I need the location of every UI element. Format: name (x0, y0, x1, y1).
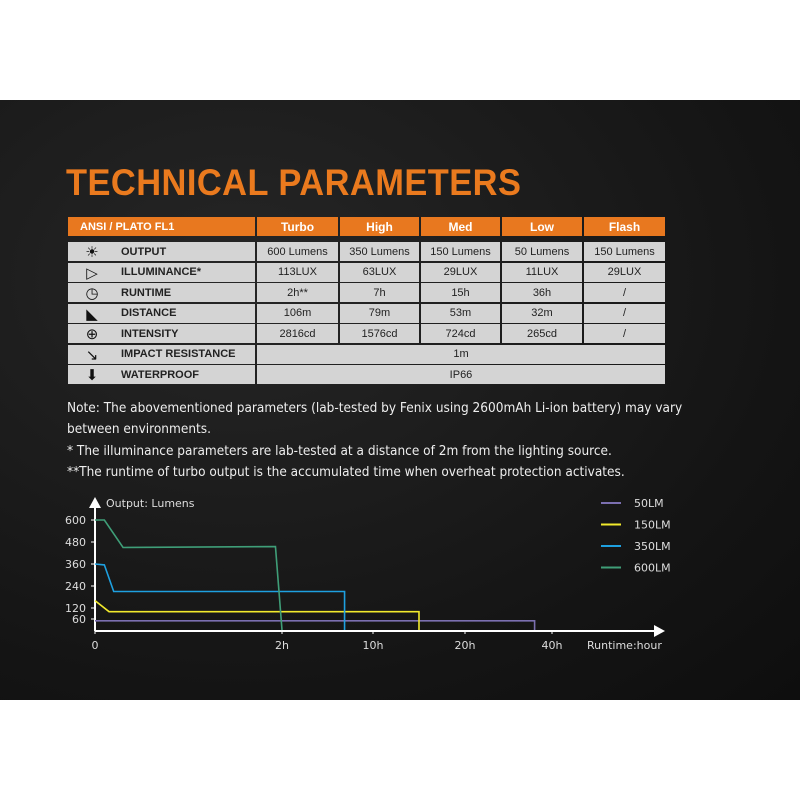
table-cell: IP66 (257, 365, 665, 384)
column-header: Med (421, 217, 500, 236)
table-cell: 2816cd (257, 324, 338, 343)
series-line-350LM (94, 563, 346, 630)
row-label: IMPACT RESISTANCE (68, 344, 255, 364)
background-panel (0, 100, 800, 700)
y-axis-label: Output: Lumens (106, 497, 195, 510)
table-cell: 1576cd (340, 324, 419, 343)
legend-label: 350LM (634, 540, 671, 553)
table-cell: 79m (340, 303, 419, 323)
table-cell: 32m (502, 303, 582, 323)
table-cell: 724cd (421, 324, 500, 343)
x-axis-label: Runtime:hour (587, 639, 662, 652)
column-header: Flash (584, 217, 665, 236)
row-label: OUTPUT (68, 242, 255, 261)
table-cell: 106m (257, 303, 338, 323)
x-tick-label: 0 (92, 639, 99, 652)
x-tick-label: 2h (275, 639, 289, 652)
row-label: WATERPROOF (68, 365, 255, 384)
table-header-label: ANSI / PLATO FL1 (68, 217, 255, 236)
table-cell: 150 Lumens (584, 242, 665, 261)
table-cell: 1m (257, 344, 665, 364)
row-label: DISTANCE (68, 303, 255, 323)
table-cell: 350 Lumens (340, 242, 419, 261)
impact-icon: ↘ (85, 346, 99, 364)
table-cell: 150 Lumens (421, 242, 500, 261)
y-tick-label: 600 (65, 514, 86, 527)
legend-label: 600LM (634, 562, 671, 575)
y-tick-label: 120 (65, 602, 86, 615)
table-cell: 29LUX (584, 262, 665, 282)
table-cell: 36h (502, 283, 582, 302)
y-tick-label: 480 (65, 536, 86, 549)
legend-label: 50LM (634, 497, 664, 510)
column-header: Low (502, 217, 582, 236)
series-line-150LM (94, 600, 420, 630)
table-cell: / (584, 283, 665, 302)
note-line: between environments. (67, 421, 211, 437)
x-axis-arrow (654, 625, 665, 637)
beam-distance-icon: ◣ (86, 305, 98, 323)
clock-icon: ◷ (85, 285, 99, 302)
table-cell: / (584, 324, 665, 343)
light-burst-icon: ☀ (85, 244, 99, 261)
y-tick-label: 60 (72, 613, 86, 626)
column-header: High (340, 217, 419, 236)
table-cell: / (584, 303, 665, 323)
table-cell: 2h** (257, 283, 338, 302)
x-tick-label: 10h (363, 639, 384, 652)
table-cell: 113LUX (257, 262, 338, 282)
column-header: Turbo (257, 217, 338, 236)
row-label: RUNTIME (68, 283, 255, 302)
note-line: **The runtime of turbo output is the acc… (67, 464, 625, 480)
legend-label: 150LM (634, 519, 671, 532)
x-tick-label: 40h (542, 639, 563, 652)
page-title: TECHNICAL PARAMETERS (66, 162, 522, 203)
row-label: INTENSITY (68, 324, 255, 343)
table-cell: 265cd (502, 324, 582, 343)
table-cell: 50 Lumens (502, 242, 582, 261)
row-label: ILLUMINANCE* (68, 262, 255, 282)
table-cell: 15h (421, 283, 500, 302)
waterproof-icon: ⬇ (85, 367, 99, 384)
y-tick-label: 360 (65, 558, 86, 571)
table-cell: 600 Lumens (257, 242, 338, 261)
x-tick-label: 20h (455, 639, 476, 652)
target-intensity-icon: ⊕ (85, 326, 99, 343)
note-line: Note: The abovementioned parameters (lab… (67, 400, 683, 416)
table-cell: 7h (340, 283, 419, 302)
y-tick-label: 240 (65, 580, 86, 593)
note-line: * The illuminance parameters are lab-tes… (67, 443, 612, 459)
table-cell: 63LUX (340, 262, 419, 282)
table-cell: 29LUX (421, 262, 500, 282)
illuminance-icon: ▷ (86, 264, 98, 282)
table-cell: 53m (421, 303, 500, 323)
table-cell: 11LUX (502, 262, 582, 282)
series-line-600LM (95, 519, 283, 631)
series-line-50LM (95, 620, 536, 630)
y-axis-arrow (89, 497, 101, 508)
